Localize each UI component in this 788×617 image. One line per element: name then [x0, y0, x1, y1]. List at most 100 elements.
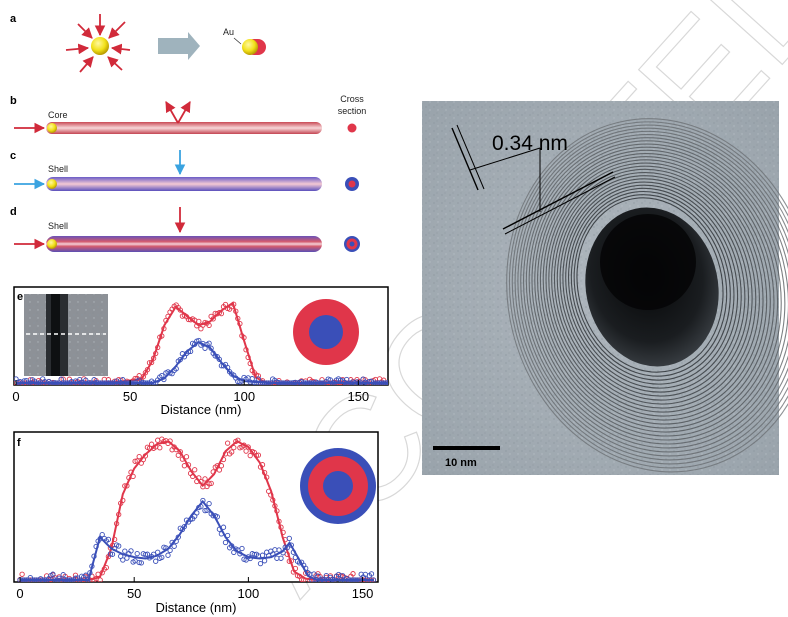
- data-point: [60, 376, 66, 382]
- data-point: [247, 452, 253, 459]
- reflected-beam-icon: [177, 101, 191, 124]
- data-point: [210, 316, 216, 322]
- linescan-plot-f: [17, 436, 377, 582]
- linescan-plot-e: [14, 301, 388, 385]
- gold-particle-icon: [47, 123, 57, 133]
- nanotube-rod-core-shell: [46, 236, 322, 252]
- graphitic-layer: [551, 168, 757, 409]
- data-point: [216, 356, 222, 362]
- data-point: [208, 480, 214, 487]
- x-tick-label: 50: [127, 586, 141, 601]
- data-point: [50, 571, 56, 577]
- graphitic-layer: [573, 194, 728, 377]
- panel-a: a Au: [10, 13, 266, 73]
- data-point: [181, 523, 188, 530]
- graphitic-layer: [559, 178, 746, 397]
- panel-label-d: d: [10, 206, 17, 218]
- graphitic-layer: [525, 140, 788, 445]
- data-point: [206, 481, 212, 487]
- graphitic-layer: [511, 124, 788, 465]
- graphitic-layer: [537, 152, 775, 429]
- panel-label-e: e: [17, 291, 23, 303]
- x-tick-label: 0: [16, 586, 23, 601]
- data-point: [136, 453, 142, 460]
- graphitic-layer: [517, 130, 788, 457]
- data-point: [159, 372, 165, 379]
- data-point: [134, 550, 140, 557]
- lattice-spacing-label: 0.34 nm: [492, 132, 568, 155]
- data-point: [109, 551, 116, 557]
- graphitic-layer: [553, 171, 753, 405]
- graphitic-layer: [514, 127, 788, 461]
- data-point: [165, 552, 171, 558]
- data-point: [255, 452, 262, 458]
- incident-beam-icon: [165, 101, 179, 124]
- graphitic-layer: [567, 187, 735, 385]
- panel-label-f: f: [17, 437, 21, 449]
- x-tick-label: 50: [123, 389, 137, 404]
- data-point: [202, 507, 208, 514]
- data-point: [183, 454, 190, 460]
- graphitic-layer: [565, 184, 739, 389]
- data-point: [157, 445, 163, 451]
- x-tick-label: 0: [12, 389, 19, 404]
- data-point: [83, 572, 89, 578]
- data-point: [206, 322, 212, 329]
- data-point: [192, 467, 198, 473]
- panel-b: b Core Cross section: [10, 94, 366, 134]
- shell-label-d: Shell: [48, 221, 68, 231]
- graphitic-layer: [562, 181, 742, 393]
- graphitic-shells: [506, 118, 788, 473]
- x-axis-label-f: Distance (nm): [156, 600, 237, 615]
- x-axis-label-e: Distance (nm): [161, 402, 242, 417]
- series-fit-line-1: [20, 499, 374, 581]
- panel-f: f 0 50 100 150 Distance (nm): [13, 431, 379, 615]
- data-point: [171, 543, 177, 549]
- panel-label-b: b: [10, 95, 17, 107]
- tem-micrograph: 0.34 nm 10 nm: [422, 101, 788, 475]
- process-arrow-icon: [158, 32, 200, 60]
- data-point: [177, 307, 183, 313]
- cross-section-core-icon: [347, 123, 357, 133]
- nanotube-rod-core: [46, 122, 322, 134]
- data-point: [229, 449, 235, 455]
- graphitic-layer: [570, 190, 731, 381]
- x-tick-label: 100: [238, 586, 260, 601]
- data-point: [99, 531, 105, 538]
- panel-d: d Shell: [10, 206, 360, 252]
- data-point: [311, 571, 317, 577]
- x-axis-e: 0 50 100 150: [12, 380, 369, 404]
- data-point: [167, 547, 173, 554]
- inset-stem-image: [24, 294, 108, 376]
- graphitic-layer: [522, 137, 788, 449]
- data-point: [138, 560, 144, 566]
- graphitic-layer: [556, 175, 750, 401]
- data-point: [278, 555, 284, 561]
- panel-label-c: c: [10, 150, 16, 162]
- data-point: [340, 573, 346, 579]
- graphitic-layer: [548, 165, 760, 413]
- data-point: [159, 554, 165, 561]
- graphitic-layer: [539, 156, 771, 425]
- nanotube-rod-shell: [46, 177, 322, 191]
- data-point: [196, 318, 202, 325]
- data-point: [368, 571, 375, 577]
- data-point: [286, 535, 292, 542]
- x-tick-label: 150: [347, 389, 369, 404]
- graphitic-layer: [506, 118, 788, 473]
- data-point: [120, 557, 126, 563]
- data-point: [224, 440, 231, 446]
- data-point: [60, 572, 66, 578]
- data-point: [255, 376, 262, 382]
- data-point: [206, 500, 212, 507]
- data-point: [350, 571, 356, 577]
- data-point: [206, 340, 212, 346]
- data-point: [148, 441, 155, 447]
- graphitic-layer: [520, 134, 788, 453]
- panel-c: c Shell: [10, 150, 359, 191]
- cross-section-label-2: section: [338, 106, 367, 116]
- data-point: [202, 476, 208, 482]
- data-point: [19, 571, 25, 577]
- data-point: [116, 543, 122, 549]
